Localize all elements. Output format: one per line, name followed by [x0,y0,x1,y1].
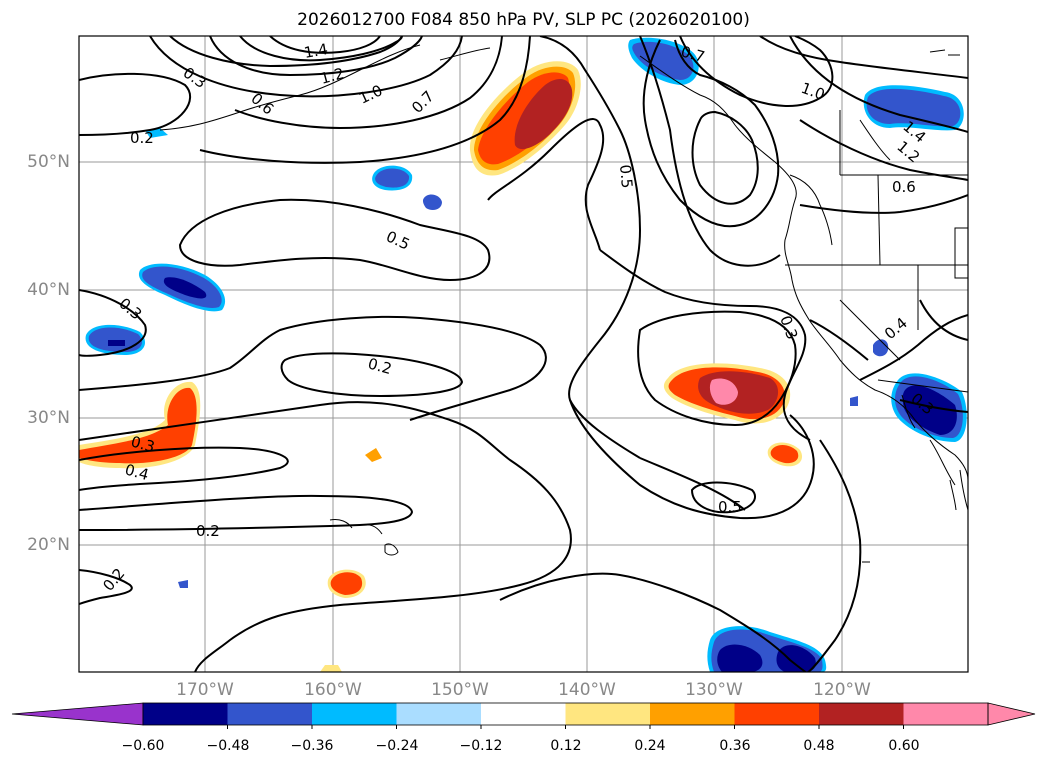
lat-label: 40°N [27,280,70,300]
map-title: 2026012700 F084 850 hPa PV, SLP PC (2026… [297,10,750,30]
lon-label: 160°W [304,680,362,700]
colorbar [11,702,1036,729]
colorbar-tick: 0.12 [550,738,582,754]
contour-label: 0.7 [679,42,707,66]
colorbar-segment [650,703,735,725]
contour-label: 0.5 [718,498,742,516]
colorbar-segment [227,703,313,725]
coastlines [159,44,968,563]
contour-label: 1.4 [303,40,330,62]
lat-label: 30°N [27,408,70,428]
lat-label: 50°N [27,152,70,172]
colorbar-segment [565,703,651,725]
lon-label: 150°W [431,680,489,700]
colorbar-segment [143,703,228,725]
colorbar-segment [734,703,820,725]
contour-label: 0.2 [196,522,220,540]
lon-label: 130°W [685,680,743,700]
colorbar-tick: −0.24 [375,738,419,754]
lon-label: 120°W [813,680,871,700]
contour-label: 0.3 [129,432,157,456]
contour-label: 0.2 [366,354,394,378]
slp-contours [79,36,968,672]
colorbar-extend-low [11,702,144,726]
lat-label: 20°N [27,535,70,555]
colorbar-tick: 0.60 [888,738,920,754]
contour-label: 0.6 [892,178,916,196]
colorbar-tick: 0.36 [719,738,751,754]
colorbar-tick: 0.48 [803,738,835,754]
contour-label: 0.2 [130,129,154,147]
lon-label: 170°W [176,680,234,700]
lon-label: 140°W [558,680,616,700]
pv-positive-anomalies [79,61,803,672]
colorbar-segment [481,703,566,725]
colorbar-tick: −0.12 [459,738,503,754]
colorbar-segment [819,703,904,725]
colorbar-tick: 0.24 [634,738,666,754]
colorbar-segment [312,703,397,725]
contour-label: 1.2 [318,64,346,88]
colorbar-tick: −0.48 [206,738,250,754]
colorbar-tick: −0.60 [121,738,165,754]
colorbar-segment [903,703,989,725]
colorbar-tick: −0.36 [290,738,334,754]
contour-label: 0.4 [123,460,151,484]
colorbar-segment [396,703,482,725]
contour-label: 0.5 [616,164,636,189]
colorbar-extend-high [987,702,1036,726]
